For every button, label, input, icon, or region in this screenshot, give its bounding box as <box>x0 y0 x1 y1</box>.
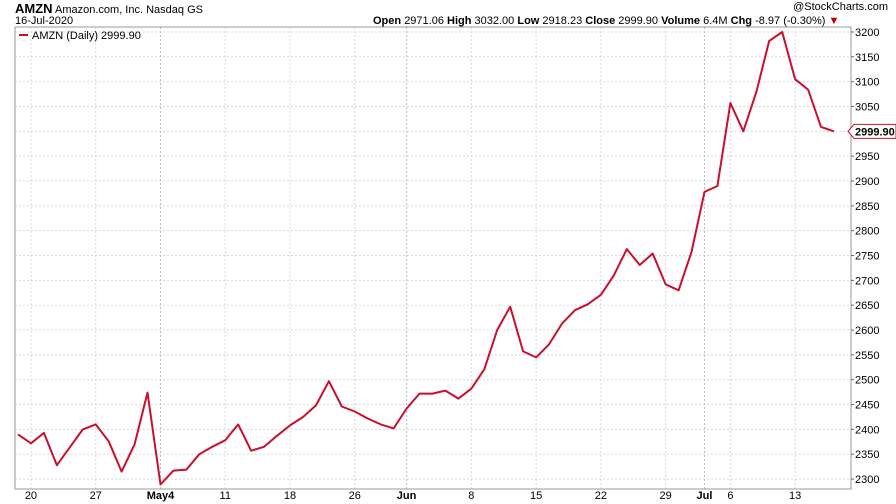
x-tick-label: 6 <box>727 490 733 502</box>
x-tick-label: 27 <box>90 490 102 502</box>
high-value: 3032.00 <box>474 15 515 27</box>
x-tick-label: Jun <box>397 490 417 502</box>
last-price-tag: 2999.90 <box>847 123 896 139</box>
ohlc-readout: Open 2971.06 High 3032.00 Low 2918.23 Cl… <box>373 15 839 27</box>
high-label: High <box>447 15 472 27</box>
company-name: Amazon.com, Inc. <box>55 4 144 16</box>
x-tick-label: 8 <box>468 490 474 502</box>
chart-header-left: AMZN Amazon.com, Inc. Nasdaq GS <box>15 1 203 16</box>
y-tick-label: 2750 <box>855 251 879 263</box>
down-arrow-icon: ▼ <box>828 15 840 27</box>
x-tick-label: 13 <box>789 490 801 502</box>
plot-frame <box>14 26 852 490</box>
exchange-name: Nasdaq GS <box>146 4 203 16</box>
y-tick-label: 2550 <box>855 350 879 362</box>
y-tick-label: 2600 <box>855 325 879 337</box>
open-value: 2971.06 <box>404 15 444 27</box>
price-line-series <box>17 31 835 486</box>
change-value: -8.97 (-0.30%) <box>755 15 826 27</box>
volume-value: 6.4M <box>703 15 728 27</box>
legend: AMZN (Daily) 2999.90 <box>19 30 141 42</box>
x-tick-label: May4 <box>147 490 175 502</box>
x-tick-label: 22 <box>595 490 607 502</box>
close-label: Close <box>585 15 616 27</box>
y-tick-label: 2400 <box>855 424 879 436</box>
y-tick-label: 3100 <box>855 77 879 89</box>
price-tag-text: 2999.90 <box>855 126 895 138</box>
y-tick-label: 2300 <box>855 474 879 486</box>
y-tick-label: 2850 <box>855 201 879 213</box>
y-axis: 2300 2350 2400 2450 2500 2550 2600 2650 2700 2750… <box>851 27 879 486</box>
change-label: Chg <box>730 15 753 27</box>
y-tick-label: 2650 <box>855 300 879 312</box>
low-value: 2918.23 <box>542 15 583 27</box>
y-tick-label: 2950 <box>855 151 879 163</box>
x-axis: 20 27 May4 11 18 26 Jun 8 15 22 29 Jul 6 13 <box>25 490 801 502</box>
volume-label: Volume <box>661 15 701 27</box>
y-tick-label: 3200 <box>855 27 879 39</box>
y-tick-label: 2900 <box>855 176 879 188</box>
y-tick-label: 2700 <box>855 275 879 287</box>
low-label: Low <box>517 15 540 27</box>
ticker-symbol: AMZN <box>15 1 53 16</box>
y-tick-label: 3150 <box>855 52 879 64</box>
y-tick-label: 2350 <box>855 449 879 461</box>
x-tick-label: 18 <box>284 490 296 502</box>
x-tick-label: 11 <box>220 490 231 502</box>
x-tick-label: 15 <box>530 490 542 502</box>
y-tick-label: 2800 <box>855 226 879 238</box>
stockcharts-watermark: @StockCharts.com <box>793 1 888 13</box>
legend-text: AMZN (Daily) 2999.90 <box>32 30 141 42</box>
close-value: 2999.90 <box>618 15 659 27</box>
y-tick-label: 3050 <box>855 101 879 113</box>
open-label: Open <box>373 15 402 27</box>
price-tag-shape <box>847 123 896 139</box>
y-tick-label: 2500 <box>855 375 879 387</box>
x-tick-label: 20 <box>25 490 37 502</box>
chart-date: 16-Jul-2020 <box>15 15 74 27</box>
x-tick-label: 26 <box>349 490 361 502</box>
y-tick-label: 2450 <box>855 400 879 412</box>
x-tick-label: Jul <box>697 490 713 502</box>
x-tick-label: 29 <box>659 490 671 502</box>
